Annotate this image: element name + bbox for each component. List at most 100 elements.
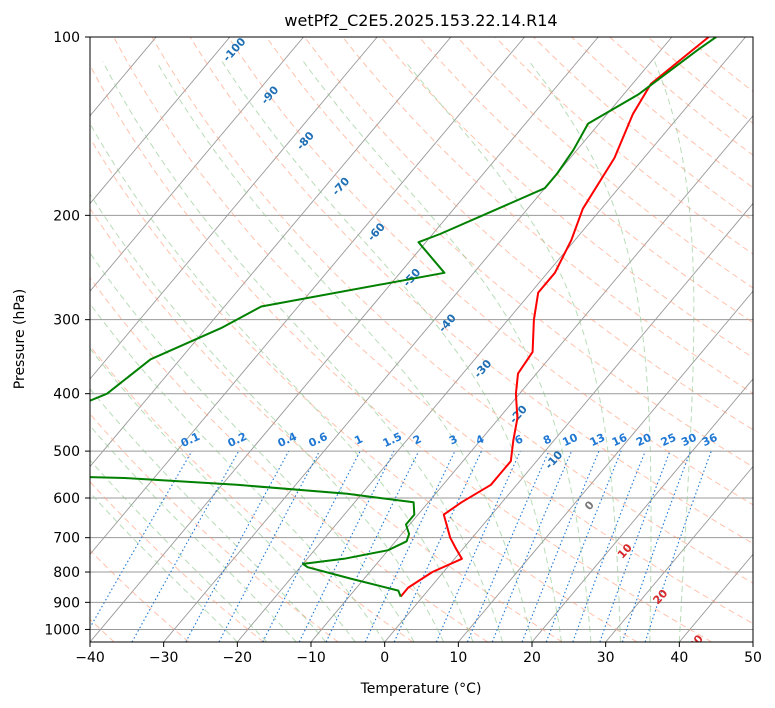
axes: −40 −30 −20 −10 0 10 20 30 40 5010020030040050060…	[44, 30, 762, 666]
dry-adiabat-label: 40	[721, 678, 741, 698]
mixing-ratio-line	[644, 450, 712, 642]
y-tick-label: 200	[53, 208, 80, 224]
moist-adiabat-line	[90, 491, 238, 642]
mixing-ratio-label: 13	[588, 431, 607, 449]
mixing-ratio-label: 25	[659, 431, 678, 449]
mixing-ratio-line	[218, 450, 320, 642]
isotherm-line	[752, 641, 753, 642]
mixing-ratio-line	[599, 450, 671, 642]
isotherm-line	[90, 37, 525, 556]
dry-adiabat-label: 0	[582, 498, 597, 513]
y-tick-label: 900	[53, 595, 80, 611]
dry-adiabat-line	[90, 413, 339, 642]
mixing-ratio-label: 10	[560, 431, 580, 449]
mixing-ratio-label: 8	[541, 432, 553, 447]
mixing-ratio-line	[466, 450, 550, 642]
x-tick-label: −10	[296, 650, 326, 666]
dry-adiabat-line	[90, 549, 190, 642]
moist-adiabat-line	[654, 61, 695, 642]
mixing-ratio-line	[435, 450, 521, 642]
mixing-ratio-label: 0.2	[226, 430, 249, 450]
mixing-ratio-line	[364, 450, 456, 642]
x-tick-label: 10	[449, 650, 467, 666]
dry-adiabat-line	[90, 345, 414, 642]
dewpoint-profile-line	[90, 37, 717, 597]
mixing-ratio-label: 20	[634, 431, 654, 449]
moist-adiabat-line	[90, 193, 445, 642]
mixing-ratio-line	[131, 450, 240, 642]
y-tick-label: 600	[53, 491, 80, 507]
y-tick-label: 700	[53, 531, 80, 547]
moist-adiabat-line	[90, 302, 386, 642]
dry-adiabat-line	[418, 37, 753, 324]
dry-adiabat-line	[113, 37, 753, 625]
dry-adiabat-line	[151, 37, 753, 584]
x-tick-label: 40	[670, 650, 688, 666]
dry-adiabat-line	[227, 37, 753, 506]
isotherm-line	[605, 465, 753, 642]
plot-frame	[89, 36, 754, 643]
isotherm-line	[236, 37, 746, 642]
y-axis-label: Pressure (hPa)	[12, 289, 28, 389]
dry-adiabat-line	[265, 37, 753, 468]
x-tick-label: −20	[223, 650, 253, 666]
mixing-ratio-label: 16	[610, 431, 630, 449]
mixing-ratio-line	[298, 450, 395, 642]
moist-adiabat-line	[102, 61, 503, 642]
isotherm-line	[457, 290, 753, 642]
mixing-ratio-line	[572, 450, 646, 642]
x-tick-label: 20	[523, 650, 541, 666]
dry-adiabat-line	[90, 207, 563, 642]
moist-adiabat-line	[90, 424, 297, 642]
isotherm-line	[90, 37, 231, 205]
dry-adiabat-line	[456, 37, 753, 289]
y-tick-label: 400	[53, 387, 80, 403]
mixing-ratio-line	[545, 450, 622, 642]
y-tick-label: 300	[53, 313, 80, 329]
x-tick-label: −30	[149, 650, 179, 666]
dry-adiabat-line	[494, 37, 753, 255]
mixing-ratio-line	[325, 450, 420, 642]
dry-adiabat-label: 10	[615, 541, 635, 561]
mixing-ratio-line	[491, 450, 573, 642]
y-tick-label: 1000	[44, 622, 80, 638]
mixing-ratio-label: 0.4	[276, 430, 299, 450]
dry-adiabat-line	[647, 37, 753, 124]
mixing-ratio-line	[521, 450, 600, 642]
dry-adiabat-line	[90, 481, 264, 642]
mixing-ratio-label: 3	[447, 432, 459, 447]
mixing-ratio-line	[262, 450, 361, 642]
moist-adiabat-line	[528, 61, 652, 642]
x-tick-label: 50	[744, 650, 762, 666]
isotherm-line	[90, 37, 304, 292]
isotherm-line	[90, 37, 599, 642]
x-axis-label: Temperature (°C)	[360, 681, 482, 697]
mixing-ratio-line	[621, 450, 692, 642]
mixing-ratio-label: 1	[352, 432, 364, 447]
mixing-ratio-label: 0.1	[179, 430, 202, 450]
moist-adiabat-line	[156, 61, 533, 642]
moist-adiabat-line	[90, 459, 268, 642]
dry-adiabat-line	[189, 37, 753, 545]
dry-adiabat-line	[571, 37, 753, 189]
x-tick-label: 0	[380, 650, 389, 666]
dry-adiabat-line	[90, 64, 712, 642]
profile-series	[90, 37, 717, 598]
dry-adiabat-label: -60	[365, 220, 388, 244]
isotherm-line	[384, 202, 753, 642]
mixing-ratio-label: 4	[474, 432, 487, 447]
y-tick-label: 500	[53, 444, 80, 460]
x-tick-label: 30	[597, 650, 615, 666]
moist-adiabat-line	[302, 61, 592, 642]
dry-adiabat-line	[90, 276, 488, 642]
dry-adiabat-label: -40	[436, 311, 459, 335]
mixing-ratio-line	[185, 450, 290, 642]
mixing-ratio-label: 2	[411, 432, 423, 447]
moist-adiabat-line	[90, 122, 474, 642]
moist-adiabat-line	[404, 61, 621, 642]
moist-adiabat-line	[221, 61, 562, 642]
dry-adiabat-line	[609, 37, 753, 156]
y-tick-label: 800	[53, 565, 80, 581]
dry-adiabat-line	[380, 37, 753, 359]
